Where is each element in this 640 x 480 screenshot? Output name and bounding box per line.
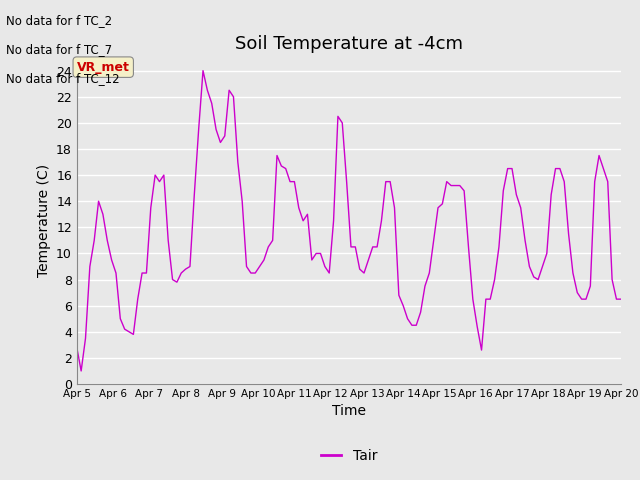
Text: VR_met: VR_met [77,60,130,73]
Text: No data for f TC_7: No data for f TC_7 [6,43,113,56]
Title: Soil Temperature at -4cm: Soil Temperature at -4cm [235,35,463,53]
Text: No data for f TC_12: No data for f TC_12 [6,72,120,85]
X-axis label: Time: Time [332,405,366,419]
Y-axis label: Temperature (C): Temperature (C) [36,164,51,277]
Text: No data for f TC_2: No data for f TC_2 [6,14,113,27]
Legend: Tair: Tair [315,444,383,468]
